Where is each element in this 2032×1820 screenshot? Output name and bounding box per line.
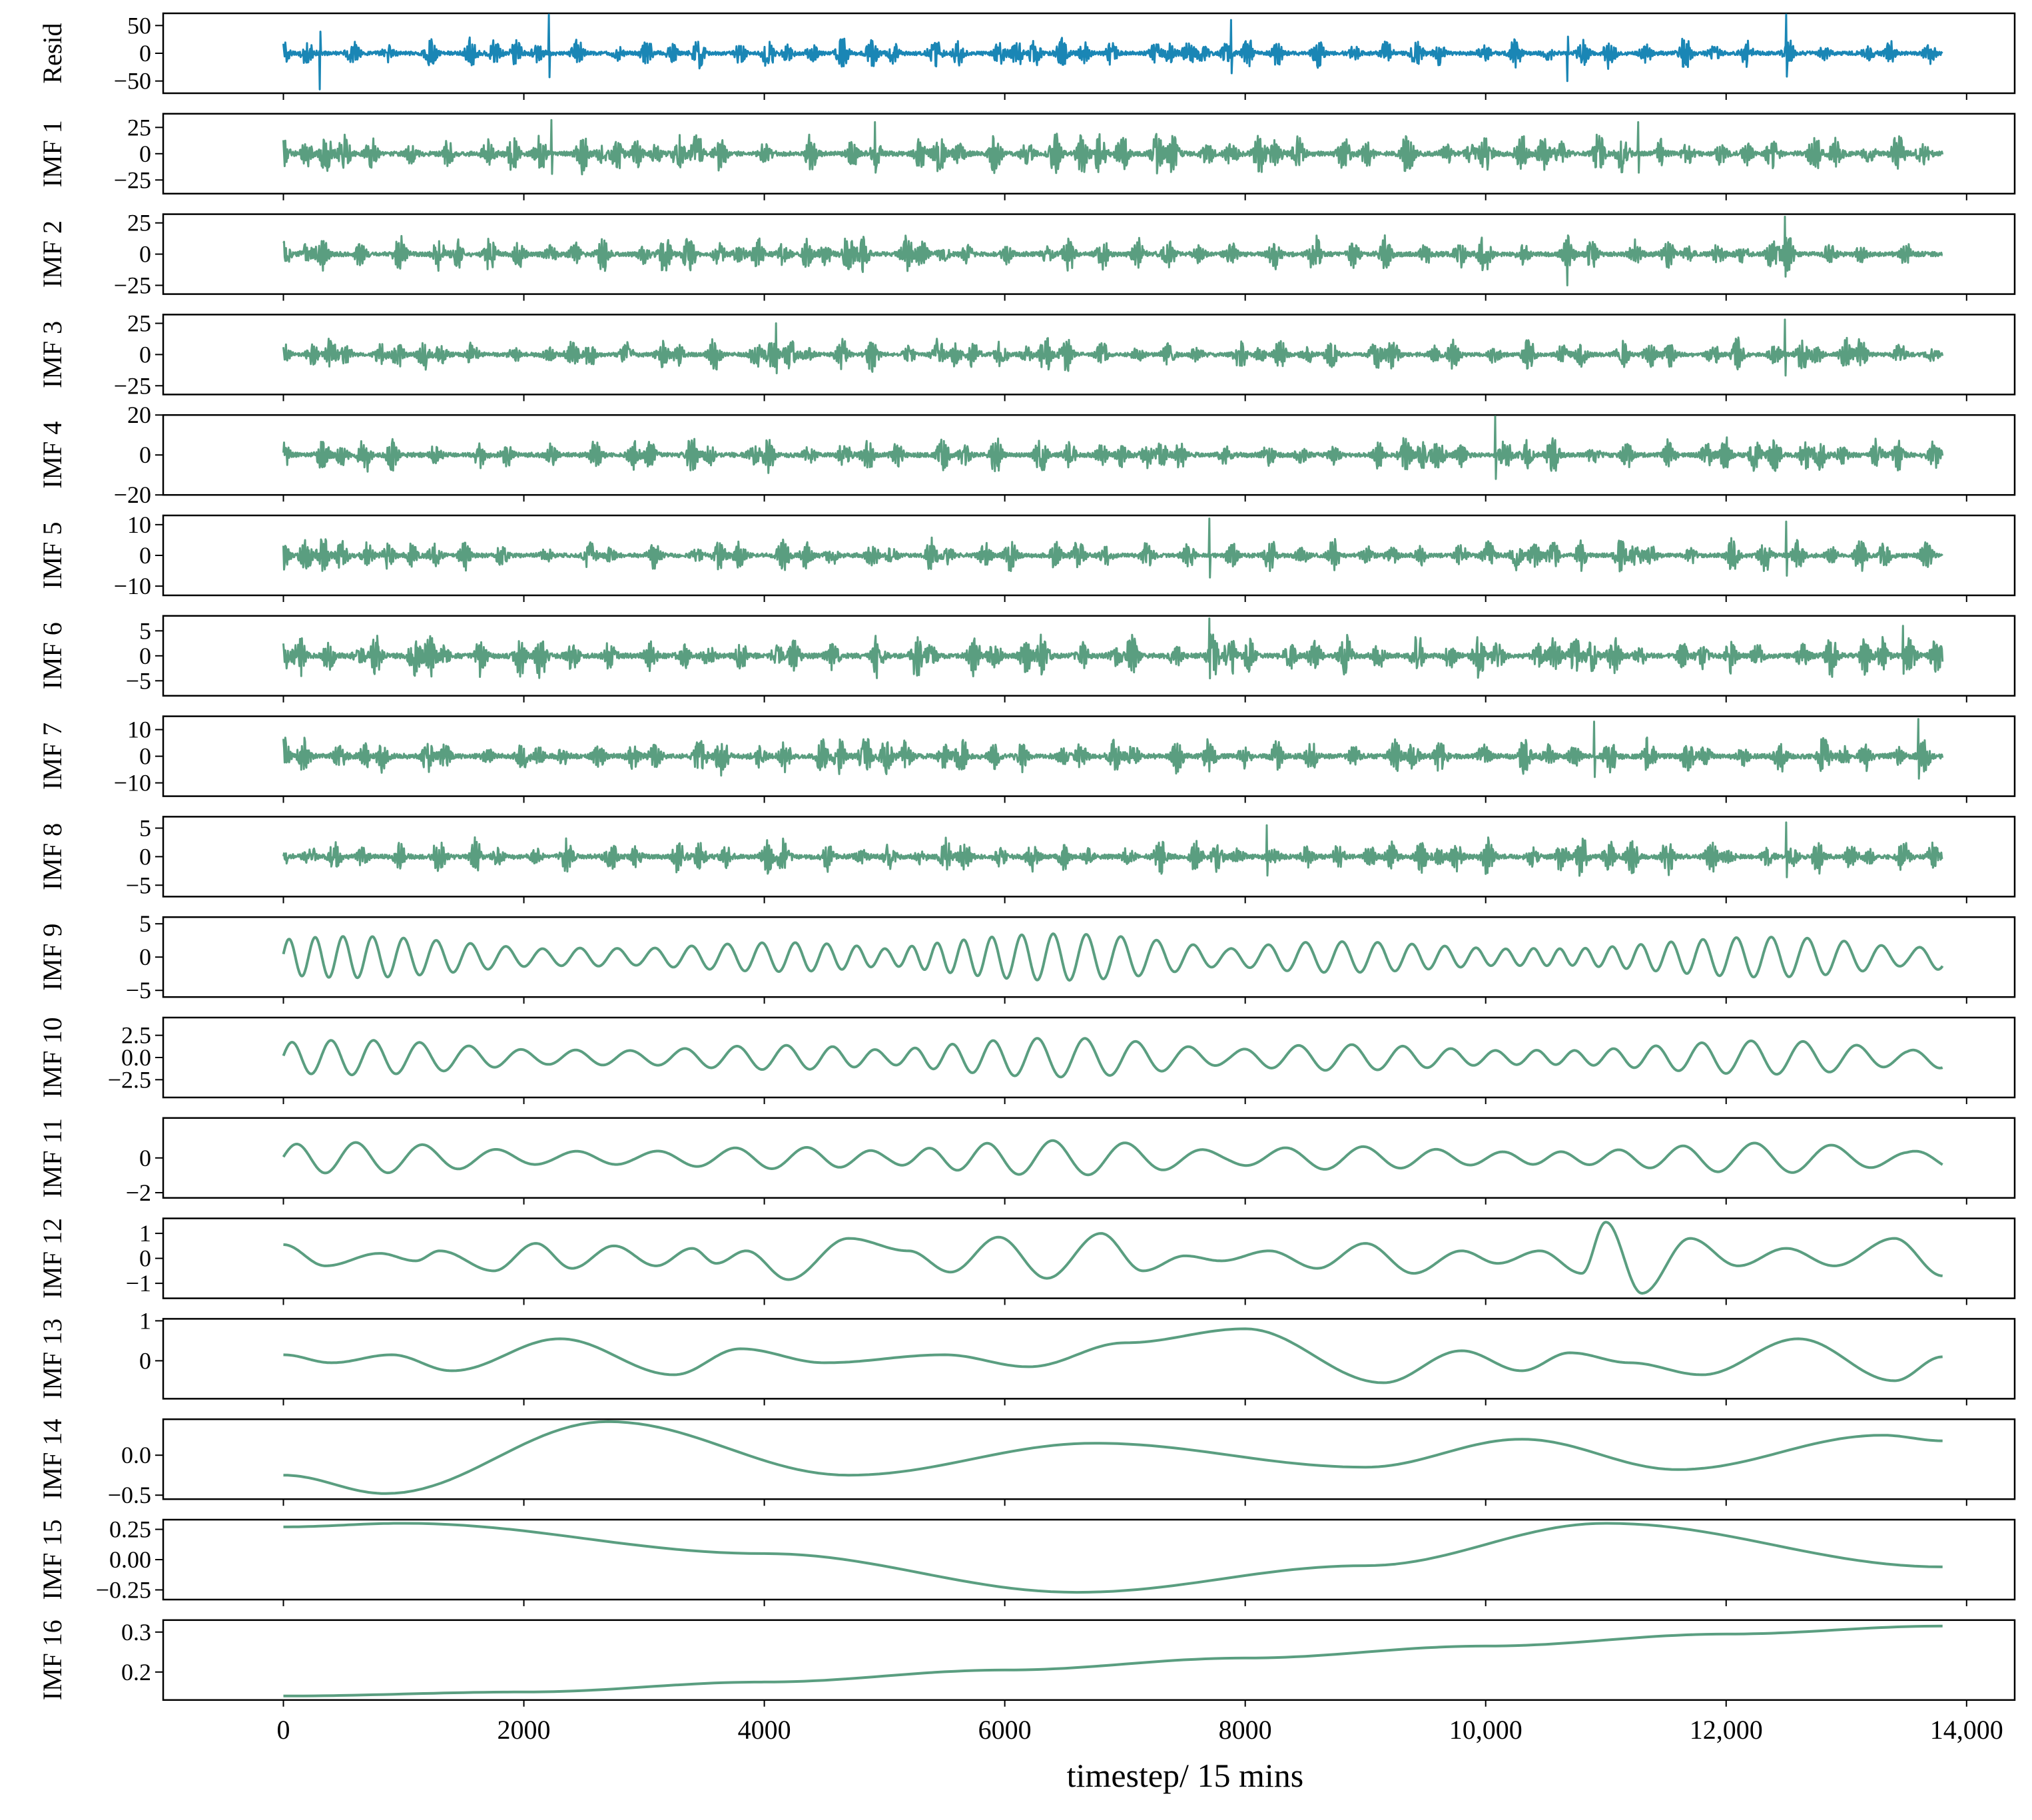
- ytick-label: 1: [139, 1307, 151, 1334]
- ylabel-imf-7: IMF 7: [37, 723, 67, 790]
- ytick-label: 0: [139, 542, 151, 569]
- series-line-imf-5: [282, 517, 1943, 579]
- ytick-label: 10: [127, 511, 151, 538]
- series-line-imf-13: [283, 1327, 1943, 1384]
- ylabel-imf-14: IMF 14: [37, 1419, 67, 1500]
- ytick-label: 0: [139, 944, 151, 970]
- ytick-label: −0.5: [108, 1482, 151, 1508]
- ytick-label: −25: [114, 372, 151, 399]
- ytick-label: −0.25: [96, 1576, 151, 1603]
- xtick-label: 14,000: [1930, 1715, 2003, 1745]
- xtick-label: 10,000: [1449, 1715, 1523, 1745]
- panel-frame-imf-15: [162, 1518, 2016, 1601]
- ytick-label: −10: [114, 573, 151, 599]
- ytick-label: 0: [139, 40, 151, 67]
- ytick-label: 0: [139, 341, 151, 368]
- ytick-label: 0: [139, 241, 151, 268]
- panel-frame-imf-13: [162, 1318, 2016, 1400]
- xtick-label: 2000: [498, 1715, 551, 1745]
- xtick-label: 0: [277, 1715, 290, 1745]
- ytick-label: 0: [139, 1347, 151, 1374]
- ylabel-imf-15: IMF 15: [37, 1519, 67, 1600]
- ylabel-imf-2: IMF 2: [37, 220, 67, 288]
- ylabel-resid: Resid: [37, 23, 67, 83]
- ytick-label: 0: [139, 442, 151, 468]
- ytick-label: 0.0: [121, 1442, 151, 1468]
- ytick-label: 0: [139, 1145, 151, 1171]
- ytick-label: 50: [127, 12, 151, 39]
- ytick-label: 5: [139, 815, 151, 842]
- ylabel-imf-5: IMF 5: [37, 521, 67, 589]
- ytick-label: 0: [139, 643, 151, 669]
- ytick-label: −2.5: [108, 1066, 151, 1093]
- ytick-label: 0.2: [121, 1659, 151, 1685]
- series-line-imf-6: [282, 617, 1944, 680]
- series-line-imf-3: [282, 318, 1944, 377]
- series-line-resid: [282, 13, 1943, 91]
- ylabel-imf-12: IMF 12: [37, 1218, 67, 1299]
- series-line-imf-12: [283, 1221, 1943, 1295]
- ytick-label: 1: [139, 1220, 151, 1247]
- ytick-label: −5: [126, 872, 151, 898]
- ylabel-imf-16: IMF 16: [37, 1620, 67, 1700]
- ytick-label: 25: [127, 210, 151, 236]
- xtick-label: 8000: [1219, 1715, 1272, 1745]
- x-axis-label: timestep/ 15 mins: [1067, 1757, 1304, 1794]
- panel-frame-imf-16: [162, 1619, 2016, 1701]
- ylabel-imf-9: IMF 9: [37, 924, 67, 991]
- panel-frame-imf-9: [162, 916, 2016, 998]
- series-line-imf-16: [283, 1624, 1943, 1697]
- ytick-label: 0: [139, 141, 151, 167]
- ytick-label: 10: [127, 717, 151, 743]
- ytick-label: −5: [126, 667, 151, 694]
- ytick-label: −25: [114, 166, 151, 193]
- ytick-label: 25: [127, 310, 151, 337]
- ytick-label: −2: [126, 1179, 151, 1206]
- ytick-label: −25: [114, 272, 151, 298]
- ytick-label: 0: [139, 743, 151, 770]
- ytick-label: 0.3: [121, 1619, 151, 1646]
- ytick-label: 2.5: [121, 1022, 151, 1049]
- series-line-imf-9: [282, 932, 1944, 982]
- series-line-imf-1: [282, 119, 1944, 176]
- series-line-imf-14: [283, 1420, 1943, 1495]
- ylabel-imf-4: IMF 4: [37, 422, 67, 489]
- ytick-label: −10: [114, 770, 151, 796]
- series-line-imf-15: [283, 1522, 1943, 1594]
- ytick-label: −50: [114, 68, 151, 95]
- series-line-imf-8: [282, 821, 1943, 878]
- ytick-label: 5: [139, 617, 151, 644]
- ylabel-imf-11: IMF 11: [37, 1118, 67, 1198]
- ytick-label: −20: [114, 481, 151, 508]
- series-line-imf-7: [282, 718, 1944, 780]
- series-line-imf-2: [282, 215, 1943, 286]
- panel-frame-imf-12: [162, 1217, 2016, 1299]
- ytick-label: −5: [126, 977, 151, 1004]
- ylabel-imf-3: IMF 3: [37, 321, 67, 388]
- ylabel-imf-8: IMF 8: [37, 823, 67, 890]
- series-line-imf-11: [282, 1139, 1943, 1177]
- ytick-label: 20: [127, 402, 151, 428]
- series-line-imf-10: [282, 1037, 1943, 1079]
- xtick-label: 4000: [738, 1715, 791, 1745]
- ytick-label: 0: [139, 1245, 151, 1272]
- ylabel-imf-6: IMF 6: [37, 622, 67, 689]
- ylabel-imf-10: IMF 10: [37, 1017, 67, 1097]
- panel-frame-imf-14: [162, 1418, 2016, 1500]
- xtick-label: 6000: [978, 1715, 1032, 1745]
- ytick-label: 0: [139, 843, 151, 870]
- series-line-imf-4: [282, 415, 1944, 480]
- ytick-label: 0.25: [109, 1516, 151, 1543]
- ytick-label: 25: [127, 114, 151, 141]
- ytick-label: 0.00: [109, 1546, 151, 1573]
- ytick-label: 0.0: [121, 1044, 151, 1071]
- ylabel-imf-13: IMF 13: [37, 1319, 67, 1399]
- ytick-label: 5: [139, 910, 151, 937]
- ytick-label: −1: [126, 1270, 151, 1297]
- xtick-label: 12,000: [1690, 1715, 1763, 1745]
- ylabel-imf-1: IMF 1: [37, 120, 67, 187]
